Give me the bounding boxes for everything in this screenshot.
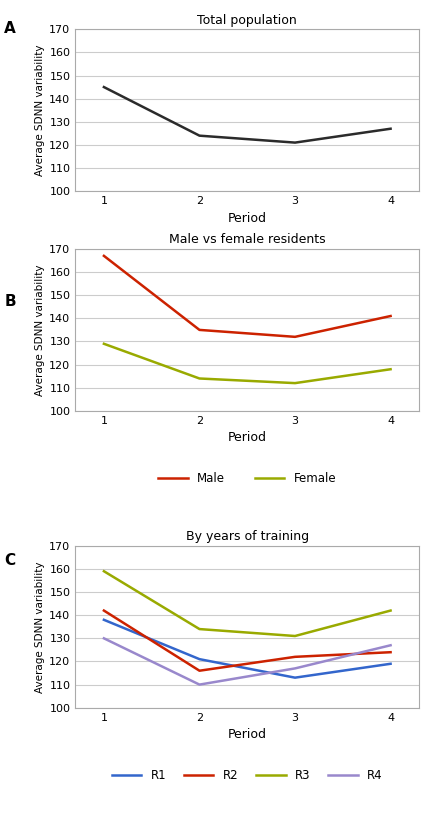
Y-axis label: Average SDNN variability: Average SDNN variability	[35, 561, 45, 692]
Text: B: B	[4, 294, 16, 309]
Title: Total population: Total population	[197, 13, 297, 27]
Text: C: C	[4, 553, 15, 568]
Y-axis label: Average SDNN variability: Average SDNN variability	[35, 44, 45, 176]
Y-axis label: Average SDNN variability: Average SDNN variability	[35, 264, 45, 396]
Title: By years of training: By years of training	[186, 530, 309, 544]
X-axis label: Period: Period	[228, 728, 267, 741]
Legend: R1, R2, R3, R4: R1, R2, R3, R4	[111, 769, 383, 782]
X-axis label: Period: Period	[228, 211, 267, 225]
Text: A: A	[4, 21, 16, 36]
Title: Male vs female residents: Male vs female residents	[169, 233, 326, 246]
Legend: Male, Female: Male, Female	[158, 472, 336, 485]
X-axis label: Period: Period	[228, 432, 267, 444]
